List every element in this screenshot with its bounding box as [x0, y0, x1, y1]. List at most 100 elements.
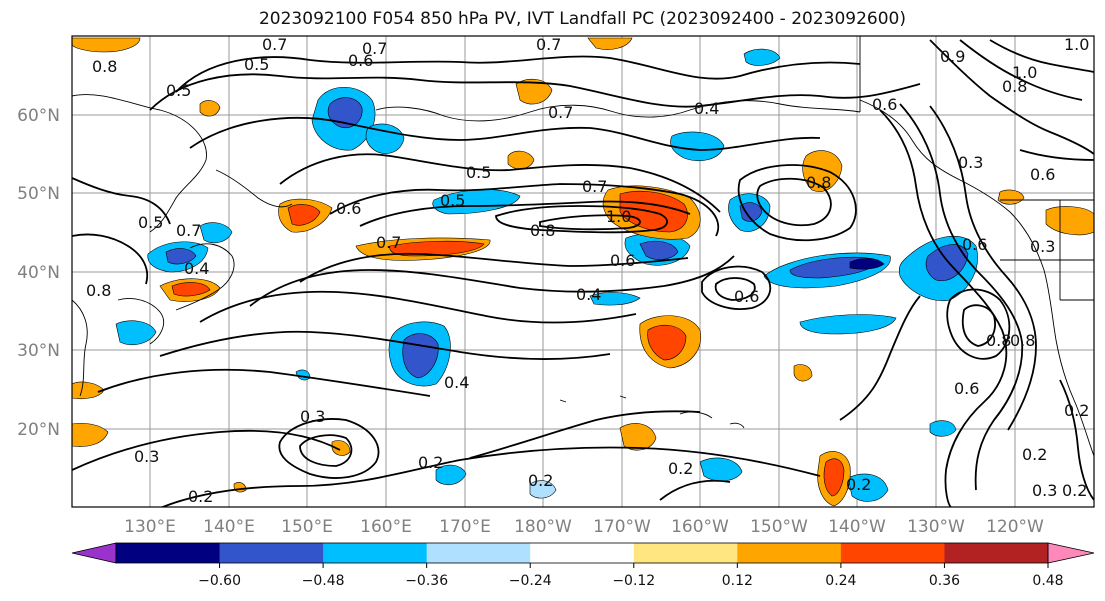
gridlines [72, 36, 1094, 507]
contour-labels: 0.7 0.6 0.7 0.5 0.7 0.8 0.7 1.0 0.8 0.5 … [86, 35, 1089, 506]
lon-label-140w: 140°W [828, 517, 886, 537]
contour-label: 0.6 [954, 379, 979, 398]
lon-label-180w: 180°W [514, 517, 572, 537]
colorbar-segments [71, 542, 1095, 564]
colorbar-tick-label: 0.12 [722, 573, 753, 589]
contour-label: 0.3 [300, 407, 325, 426]
contour-label: 0.5 [166, 81, 191, 100]
colorbar-tick-label: −0.60 [198, 573, 241, 589]
contour-label: 0.8 [1010, 331, 1035, 350]
colorbar-tick-label: 0.24 [825, 573, 856, 589]
colorbar-tick-label: −0.24 [509, 573, 552, 589]
contour-label: 0.6 [734, 287, 759, 306]
colorbar-segment [944, 543, 1049, 563]
contour-label: 0.3 [958, 153, 983, 172]
lon-label-150e: 150°E [281, 517, 333, 537]
contour-label: 1.0 [606, 207, 631, 226]
contour-label: 0.7 [362, 39, 387, 58]
contour-label: 0.2 [1064, 401, 1089, 420]
map-title: 2023092100 F054 850 hPa PV, IVT Landfall… [258, 9, 906, 29]
colorbar-extend-high [1047, 542, 1095, 564]
lon-label-140e: 140°E [203, 517, 255, 537]
coastlines [72, 36, 1094, 457]
negative-anomaly-fills [115, 48, 978, 502]
lat-label-30n: 30°N [17, 341, 60, 361]
contour-label: 0.8 [86, 281, 111, 300]
contour-label: 0.6 [348, 51, 373, 70]
contour-label: 0.8 [986, 331, 1011, 350]
colorbar-tick-label: 0.48 [1032, 573, 1063, 589]
contour-label: 0.3 [134, 447, 159, 466]
contour-label: 1.0 [1064, 35, 1089, 54]
contour-label: 0.7 [262, 35, 287, 54]
colorbar-segment [426, 543, 531, 563]
contour-label: 0.2 [418, 453, 443, 472]
contour-label: 0.4 [694, 99, 719, 118]
colorbar-segment [633, 543, 738, 563]
pv-contours [72, 39, 1094, 507]
colorbar-tick-label: −0.36 [405, 573, 448, 589]
colorbar-segment [737, 543, 842, 563]
lon-label-150w: 150°W [750, 517, 808, 537]
positive-anomaly-fills [72, 37, 1094, 507]
contour-label: 0.2 [668, 459, 693, 478]
lat-label-40n: 40°N [17, 263, 60, 283]
contour-label: 0.7 [536, 35, 561, 54]
contour-label: 0.8 [530, 221, 555, 240]
contour-label: 0.5 [440, 191, 465, 210]
contour-label: 0.4 [576, 285, 601, 304]
colorbar-tick-label: −0.48 [302, 573, 345, 589]
contour-label: 0.6 [1030, 165, 1055, 184]
lon-label-160w: 160°W [671, 517, 729, 537]
contour-label: 0.2 [188, 487, 213, 506]
lat-label-20n: 20°N [17, 420, 60, 440]
contour-label: 0.8 [1002, 77, 1027, 96]
colorbar-frame [115, 542, 1049, 564]
contour-label: 0.8 [806, 173, 831, 192]
contour-label: 0.3 [1030, 237, 1055, 256]
contour-label: 0.3 [1032, 481, 1057, 500]
lon-label-120w: 120°W [986, 517, 1044, 537]
colorbar-segment [323, 543, 428, 563]
contour-label: 0.6 [872, 95, 897, 114]
longitude-labels: 130°E 140°E 150°E 160°E 170°E 180°W 170°… [124, 517, 1044, 537]
contour-label: 0.2 [1062, 481, 1087, 500]
contour-label: 0.5 [138, 213, 163, 232]
contour-label: 0.7 [376, 233, 401, 252]
contour-label: 0.6 [336, 199, 361, 218]
contour-label: 0.6 [962, 235, 987, 254]
colorbar-tick-label: 0.36 [929, 573, 960, 589]
contour-label: 0.5 [244, 55, 269, 74]
contour-label: 1.0 [1012, 63, 1037, 82]
lat-label-50n: 50°N [17, 184, 60, 204]
map-panel: 0.7 0.6 0.7 0.5 0.7 0.8 0.7 1.0 0.8 0.5 … [71, 35, 1095, 508]
contour-label: 0.4 [444, 373, 469, 392]
contour-label: 0.2 [1022, 445, 1047, 464]
colorbar-segment [116, 543, 221, 563]
contour-label: 0.2 [528, 471, 553, 490]
contour-label: 0.7 [582, 177, 607, 196]
lon-label-130w: 130°W [907, 517, 965, 537]
contour-label: 0.8 [92, 57, 117, 76]
contour-label: 0.5 [466, 163, 491, 182]
colorbar-segment [840, 543, 945, 563]
contour-label: 0.7 [548, 103, 573, 122]
colorbar-ticks: −0.60 −0.48 −0.36 −0.24 −0.12 0.12 0.24 0.36 0.4… [198, 563, 1064, 589]
latitude-labels: 60°N 50°N 40°N 30°N 20°N [17, 106, 60, 440]
contour-label: 0.9 [940, 47, 965, 66]
lon-label-170w: 170°W [593, 517, 651, 537]
colorbar: −0.60 −0.48 −0.36 −0.24 −0.12 0.12 0.24 0.36 0.4… [71, 542, 1095, 589]
contour-label: 0.6 [610, 251, 635, 270]
contour-label: 0.4 [184, 259, 209, 278]
colorbar-segment [530, 543, 635, 563]
contour-label: 0.7 [176, 221, 201, 240]
lon-label-170e: 170°E [439, 517, 491, 537]
lat-label-60n: 60°N [17, 106, 60, 126]
contour-label: 0.2 [846, 475, 871, 494]
colorbar-extend-low [71, 542, 117, 564]
lon-label-130e: 130°E [124, 517, 176, 537]
colorbar-tick-label: −0.12 [612, 573, 655, 589]
lon-label-160e: 160°E [360, 517, 412, 537]
colorbar-segment [219, 543, 324, 563]
